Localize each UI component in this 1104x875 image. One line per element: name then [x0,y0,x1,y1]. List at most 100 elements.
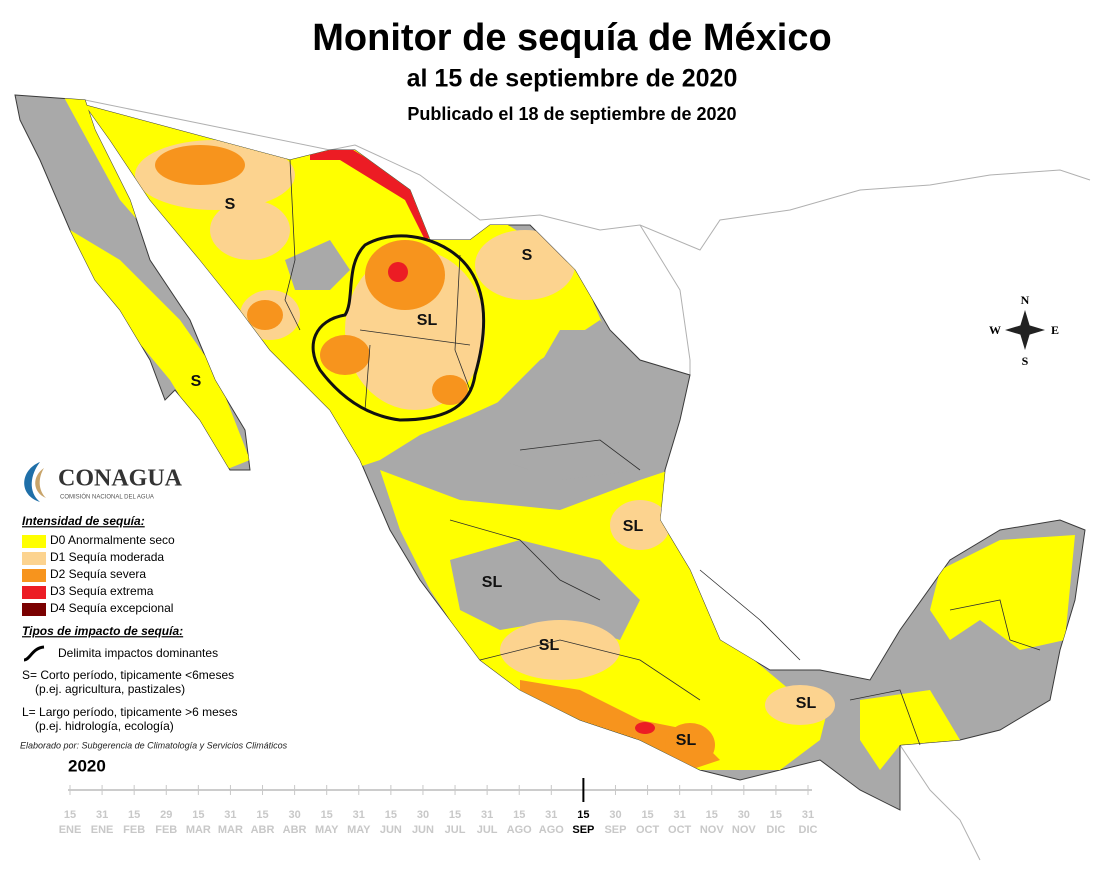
d1-patch [210,200,290,260]
timeline-month: NOV [732,824,757,836]
map-label: SL [482,574,503,591]
state-borders [284,159,1041,746]
legend-label: D4 Sequía excepcional [50,601,173,615]
timeline-month: MAY [315,824,339,836]
d2-patch [155,145,245,185]
map-label: SL [417,312,438,329]
credit: Elaborado por: Subgerencia de Climatolog… [20,740,288,750]
impact-title: Tipos de impacto de sequía: [22,624,183,638]
d0-patch [860,690,960,770]
impact-item: (p.ej. hidrología, ecología) [35,719,174,733]
logo-subtitle: COMISIÓN NACIONAL DEL AGUA [60,494,154,501]
map-label: S [522,247,533,264]
d1-patch [610,500,670,550]
timeline-month: AGO [539,824,565,836]
map-label: SL [539,637,560,654]
timeline-day: 31 [224,809,236,821]
impact-item: Delimita impactos dominantes [58,646,218,660]
timeline-day: 15 [513,809,525,821]
timeline-month: ENE [91,824,114,836]
compass-north: N [1021,293,1030,307]
timeline-day: 31 [545,809,557,821]
impact-item: S= Corto período, tipicamente <6meses [22,668,234,682]
legend-title: Intensidad de sequía: [22,514,145,528]
timeline-day: 15 [321,809,333,821]
timeline-month: OCT [636,824,660,836]
timeline-month: DIC [766,824,785,836]
legend-swatch [22,586,46,599]
no-drought-area [285,240,350,290]
d3-patch [388,262,408,282]
d0-patch [930,535,1075,650]
timeline-month: SEP [572,824,594,836]
timeline-month: DIC [799,824,818,836]
legend-label: D3 Sequía extrema [50,584,154,598]
timeline-day: 30 [738,809,750,821]
timeline-month: AGO [507,824,533,836]
timeline-day: 31 [96,809,108,821]
timeline-day: 15 [64,809,76,821]
timeline-day: 30 [417,809,429,821]
compass-south: S [1022,354,1029,368]
timeline-day: 15 [128,809,140,821]
d1-patch [765,685,835,725]
timeline-day: 15 [192,809,204,821]
timeline-month: ABR [283,824,307,836]
timeline-month: ABR [251,824,275,836]
timeline-month: OCT [668,824,692,836]
timeline-day: 31 [353,809,365,821]
timeline-month: JUN [380,824,402,836]
legend-swatch [22,603,46,616]
timeline-day: 30 [609,809,621,821]
compass: N S E W [989,293,1059,368]
map-label: S [225,196,236,213]
map-label: S [191,373,202,390]
no-drought-area [450,540,640,640]
timeline-month: JUN [412,824,434,836]
timeline-month: MAY [347,824,371,836]
timeline-month: JUL [477,824,498,836]
legend-swatch [22,569,46,582]
impact-item: L= Largo período, tipicamente >6 meses [22,705,237,719]
timeline-day: 15 [770,809,782,821]
timeline: 15 ENE 31 ENE 15 FEB 29 FEB 15 MAR 31 MAR 15 ABR 30 ABR… [59,778,818,836]
compass-east: E [1051,323,1059,337]
legend-swatch [22,535,46,548]
d2-patch [665,723,715,767]
timeline-day: 15 [706,809,718,821]
timeline-month: MAR [186,824,211,836]
d2-patch [432,375,468,405]
legend: Intensidad de sequía: D0 Anormalmente se… [22,514,175,616]
d1-patch [500,620,620,680]
impact-item: (p.ej. agricultura, pastizales) [35,682,185,696]
d0-patch [70,230,250,470]
timeline-day: 31 [802,809,814,821]
year: 2020 [68,756,106,775]
timeline-month: MAR [218,824,243,836]
timeline-day: 29 [160,809,172,821]
timeline-day: 31 [481,809,493,821]
legend-swatch [22,552,46,565]
d3-patch [635,722,655,734]
published-date: Publicado el 18 de septiembre de 2020 [407,104,736,124]
foreign-outlines [84,99,1091,861]
timeline-month: FEB [155,824,177,836]
contour-symbol [23,645,45,662]
map-label: SL [623,518,644,535]
conagua-logo: CONAGUA COMISIÓN NACIONAL DEL AGUA [24,462,183,502]
timeline-day: 15 [385,809,397,821]
legend-label: D0 Anormalmente seco [50,533,175,547]
logo-name: CONAGUA [58,466,183,492]
d1-patch [475,230,575,300]
timeline-day: 15 [641,809,653,821]
impact-contour [311,234,486,422]
timeline-day: 15 [577,809,589,821]
legend-label: D1 Sequía moderada [50,550,164,564]
map-label: SL [796,695,817,712]
timeline-day: 31 [674,809,686,821]
legend-label: D2 Sequía severa [50,567,146,581]
timeline-month: NOV [700,824,725,836]
timeline-month: JUL [445,824,466,836]
timeline-day: 15 [256,809,268,821]
